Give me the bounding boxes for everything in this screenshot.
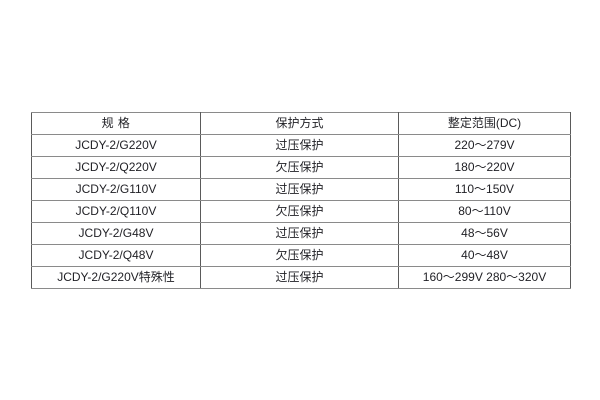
column-header-setting-range: 整定范围(DC) bbox=[398, 112, 571, 135]
table-header-row: 规 格 保护方式 整定范围(DC) bbox=[31, 112, 571, 135]
cell-protection-mode: 欠压保护 bbox=[200, 156, 399, 179]
table-row: JCDY-2/G220V特殊性 过压保护 160～299V 280～320V bbox=[31, 266, 571, 289]
spec-table-container: 规 格 保护方式 整定范围(DC) JCDY-2/G220V 过压保护 220～… bbox=[31, 112, 571, 289]
table-row: JCDY-2/G220V 过压保护 220～279V bbox=[31, 134, 571, 157]
cell-spec: JCDY-2/G220V特殊性 bbox=[31, 266, 201, 289]
cell-protection-mode: 过压保护 bbox=[200, 222, 399, 245]
cell-setting-range: 40～48V bbox=[398, 244, 571, 267]
table-body: JCDY-2/G220V 过压保护 220～279V JCDY-2/Q220V … bbox=[31, 134, 571, 289]
cell-spec: JCDY-2/Q48V bbox=[31, 244, 201, 267]
cell-protection-mode: 过压保护 bbox=[200, 134, 399, 157]
cell-protection-mode: 过压保护 bbox=[200, 178, 399, 201]
cell-setting-range: 48～56V bbox=[398, 222, 571, 245]
cell-spec: JCDY-2/G48V bbox=[31, 222, 201, 245]
table-header: 规 格 保护方式 整定范围(DC) bbox=[31, 112, 571, 135]
cell-setting-range: 160～299V 280～320V bbox=[398, 266, 571, 289]
cell-spec: JCDY-2/G220V bbox=[31, 134, 201, 157]
table-row: JCDY-2/G48V 过压保护 48～56V bbox=[31, 222, 571, 245]
cell-spec: JCDY-2/Q220V bbox=[31, 156, 201, 179]
cell-protection-mode: 过压保护 bbox=[200, 266, 399, 289]
column-header-protection-mode: 保护方式 bbox=[200, 112, 399, 135]
cell-spec: JCDY-2/G110V bbox=[31, 178, 201, 201]
table-row: JCDY-2/G110V 过压保护 110～150V bbox=[31, 178, 571, 201]
column-header-spec: 规 格 bbox=[31, 112, 201, 135]
cell-protection-mode: 欠压保护 bbox=[200, 200, 399, 223]
table-row: JCDY-2/Q110V 欠压保护 80～110V bbox=[31, 200, 571, 223]
table-row: JCDY-2/Q220V 欠压保护 180～220V bbox=[31, 156, 571, 179]
cell-setting-range: 220～279V bbox=[398, 134, 571, 157]
cell-setting-range: 110～150V bbox=[398, 178, 571, 201]
specification-table: 规 格 保护方式 整定范围(DC) JCDY-2/G220V 过压保护 220～… bbox=[31, 112, 571, 289]
table-row: JCDY-2/Q48V 欠压保护 40～48V bbox=[31, 244, 571, 267]
cell-protection-mode: 欠压保护 bbox=[200, 244, 399, 267]
cell-setting-range: 180～220V bbox=[398, 156, 571, 179]
cell-spec: JCDY-2/Q110V bbox=[31, 200, 201, 223]
cell-setting-range: 80～110V bbox=[398, 200, 571, 223]
